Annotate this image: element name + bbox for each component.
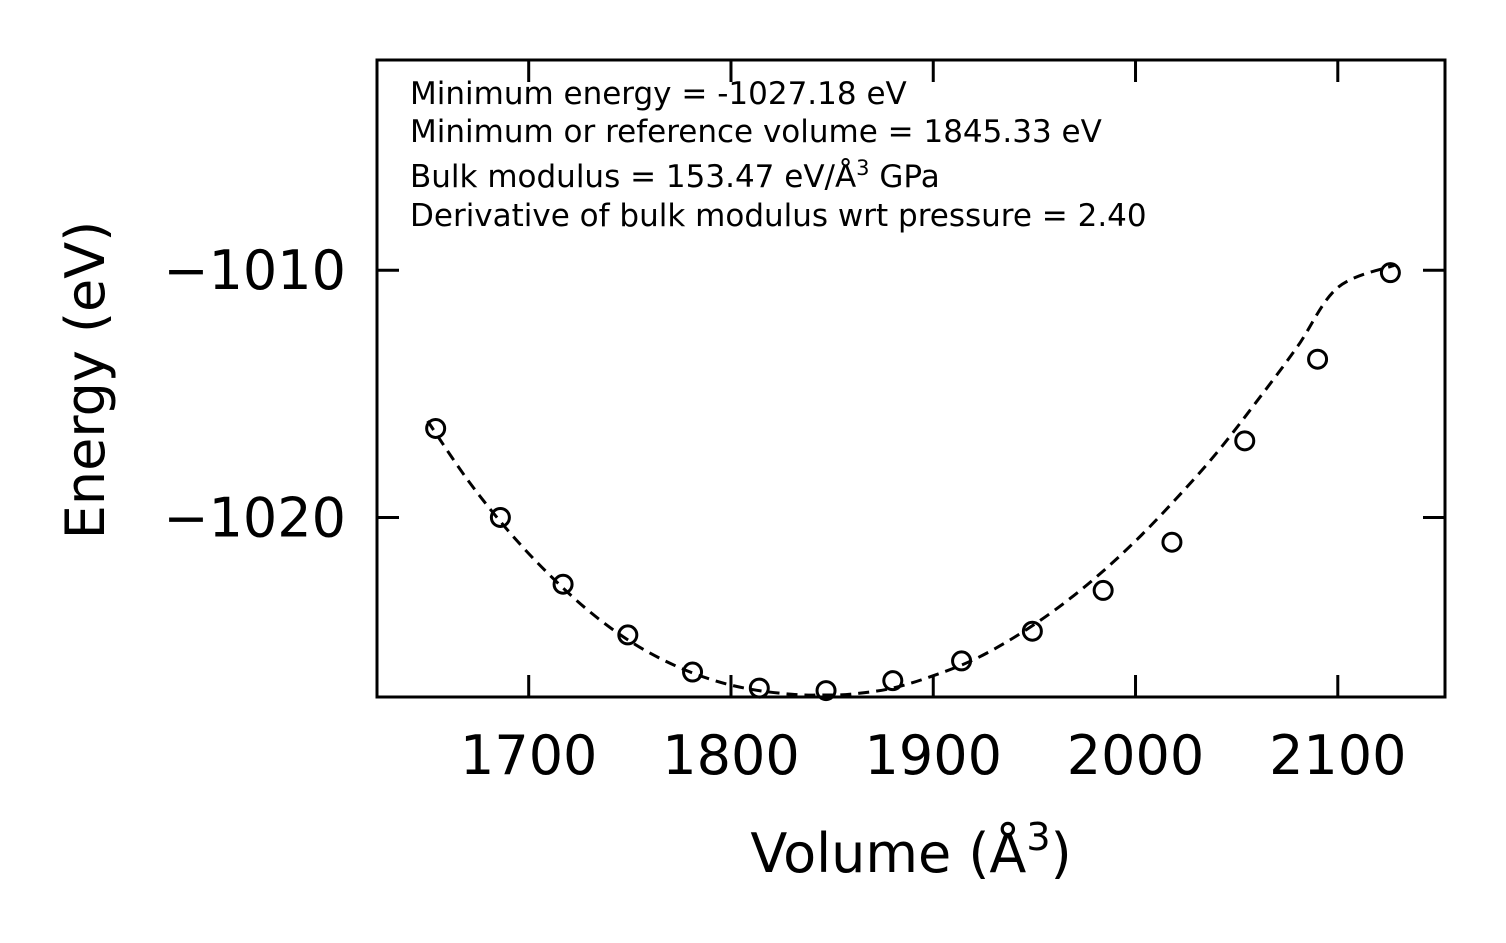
x-tick-label: 1700 <box>460 724 597 787</box>
plot-frame <box>375 58 1447 699</box>
tick-marks <box>377 60 1445 697</box>
data-points <box>425 262 1401 702</box>
data-point <box>815 680 837 702</box>
data-point <box>682 661 704 683</box>
y-tick-label: −1020 <box>163 486 346 549</box>
data-point <box>489 506 511 528</box>
annotation-bulk-modulus-derivative: Derivative of bulk modulus wrt pressure … <box>410 198 1147 234</box>
plot-area <box>377 60 1445 697</box>
data-point <box>882 670 904 692</box>
data-point <box>1234 430 1256 452</box>
annotation-reference-volume: Minimum or reference volume = 1845.33 eV <box>410 114 1102 150</box>
annotation-minimum-energy: Minimum energy = -1027.18 eV <box>410 76 907 112</box>
annotation-bulk-modulus: Bulk modulus = 153.47 eV/Å3 GPa <box>410 156 940 195</box>
x-tick-labels: 1700 1800 1900 2000 2100 <box>460 724 1407 787</box>
data-point <box>425 417 447 439</box>
fit-curve-layer <box>426 263 1395 697</box>
data-point <box>951 650 973 672</box>
data-point <box>1161 531 1183 553</box>
data-point <box>1379 262 1401 284</box>
x-axis-label: Volume (Å3) <box>750 815 1071 885</box>
x-tick-label: 2000 <box>1067 724 1204 787</box>
data-point <box>1021 620 1043 642</box>
fit-annotations: Minimum energy = -1027.18 eV Minimum or … <box>410 76 1147 234</box>
data-point <box>552 573 574 595</box>
x-tick-label: 1800 <box>662 724 799 787</box>
y-axis-label: Energy (eV) <box>54 221 117 540</box>
data-point <box>1307 348 1329 370</box>
data-point <box>617 624 639 646</box>
x-tick-label: 2100 <box>1269 724 1406 787</box>
y-tick-labels: −1010 −1020 <box>163 239 346 549</box>
x-tick-label: 1900 <box>865 724 1002 787</box>
y-tick-label: −1010 <box>163 239 346 302</box>
data-point <box>1092 579 1114 601</box>
fit-curve-line <box>426 263 1395 697</box>
